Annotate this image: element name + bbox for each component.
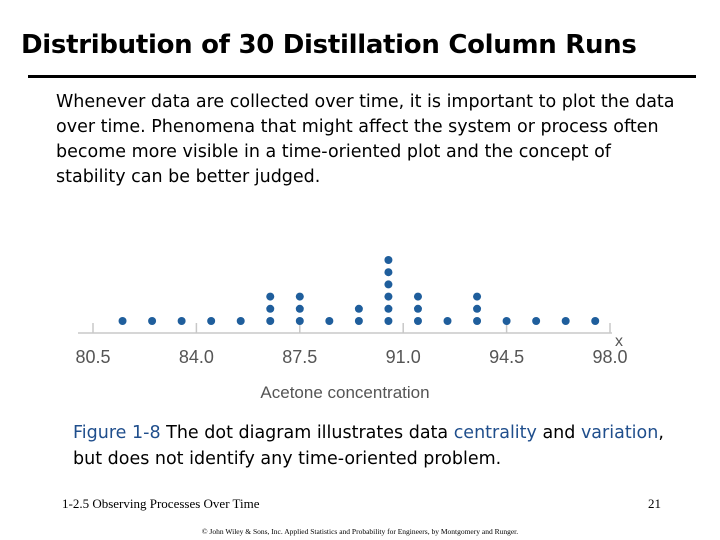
x-tick-label-0: 80.5 — [75, 347, 110, 367]
caption-highlight-centrality: centrality — [453, 423, 537, 443]
data-dot-9-5 — [384, 256, 393, 264]
data-dot-10-0 — [413, 317, 422, 325]
data-dot-15-0 — [561, 317, 570, 325]
data-dot-9-0 — [384, 317, 393, 325]
x-tick-label-5: 98.0 — [592, 347, 627, 367]
copyright-notice: © John Wiley & Sons, Inc. Applied Statis… — [201, 527, 519, 536]
data-dot-10-2 — [413, 292, 422, 301]
data-dot-2-0 — [177, 317, 186, 325]
data-dot-3-0 — [207, 317, 216, 325]
data-dot-1-0 — [148, 317, 157, 325]
figure-caption: Figure 1-8 The dot diagram illustrates d… — [73, 420, 693, 472]
caption-text-after: , but does not identify any time-oriente… — [73, 423, 664, 469]
data-dot-5-0 — [266, 317, 275, 325]
data-dot-10-1 — [413, 304, 422, 313]
data-dot-12-0 — [473, 317, 482, 325]
data-dot-16-0 — [591, 317, 600, 325]
slide-title: Distribution of 30 Distillation Column R… — [21, 30, 637, 60]
x-tick-label-1: 84.0 — [179, 347, 214, 367]
x-axis-ticks — [92, 323, 611, 333]
data-dot-9-4 — [384, 268, 393, 277]
x-axis-label: Acetone concentration — [260, 383, 429, 402]
data-dot-6-1 — [295, 304, 304, 313]
data-dot-7-0 — [325, 317, 334, 325]
page-number: 21 — [648, 496, 661, 511]
data-dot-14-0 — [532, 317, 541, 325]
x-tick-label-2: 87.5 — [282, 347, 317, 367]
data-dot-12-2 — [473, 292, 482, 301]
data-dots — [118, 256, 600, 325]
data-dot-12-1 — [473, 304, 482, 313]
data-dot-8-1 — [354, 304, 363, 313]
footer-section-label: 1-2.5 Observing Processes Over Time — [62, 496, 260, 511]
data-dot-6-2 — [295, 292, 304, 301]
x-tick-label-3: 91.0 — [386, 347, 421, 367]
caption-highlight-variation: variation — [580, 423, 659, 443]
data-dot-9-3 — [384, 280, 393, 289]
title-divider — [28, 75, 696, 78]
data-dot-5-1 — [266, 304, 275, 313]
data-dot-8-0 — [354, 317, 363, 325]
data-dot-5-2 — [266, 292, 275, 301]
data-dot-9-1 — [384, 304, 393, 313]
caption-text-middle: and — [536, 423, 581, 443]
x-tick-label-4: 94.5 — [489, 347, 524, 367]
data-dot-6-0 — [295, 317, 304, 325]
data-dot-11-0 — [443, 317, 452, 325]
data-dot-9-2 — [384, 292, 393, 301]
body-paragraph: Whenever data are collected over time, i… — [56, 92, 675, 187]
figure-label: Figure 1-8 — [73, 423, 161, 443]
data-dot-0-0 — [118, 317, 127, 325]
axis-end-label: x — [615, 333, 623, 350]
x-axis-tick-labels: 80.5 84.0 87.5 91.0 94.5 98.0 — [75, 347, 627, 367]
caption-text-before: The dot diagram illustrates data — [160, 423, 454, 443]
dot-diagram: 80.5 84.0 87.5 91.0 94.5 98.0 x Acetone conce… — [75, 256, 628, 402]
data-dot-4-0 — [236, 317, 245, 325]
data-dot-13-0 — [502, 317, 511, 325]
